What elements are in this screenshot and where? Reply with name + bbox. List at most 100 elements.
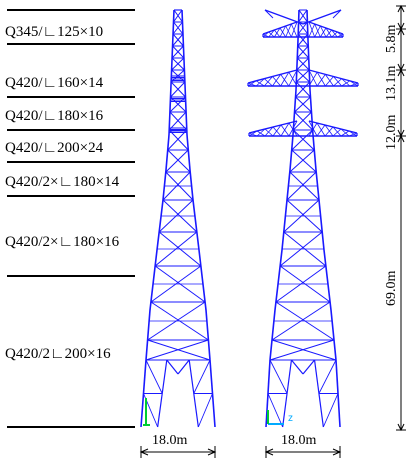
base-arch-right [302, 359, 316, 375]
secondary-brace [204, 301, 208, 322]
top-crossarm-web [319, 27, 327, 38]
side-base-width-label: 18.0m [281, 433, 317, 448]
top-crossarm-web [285, 23, 292, 38]
top-crossarm-web [325, 29, 332, 38]
diagonal-brace [172, 21, 183, 35]
diagonal-brace [298, 9, 308, 23]
middle-crossarm-web [333, 78, 342, 87]
width-dim-arrow [139, 448, 149, 456]
diagonal-brace [297, 33, 309, 47]
middle-crossarm-web [316, 74, 326, 87]
diagonal-brace [271, 339, 337, 361]
middle-crossarm-web [308, 71, 318, 87]
top-crossarm-web [279, 27, 287, 38]
peak-brace-right [332, 9, 342, 19]
secondary-brace [318, 199, 321, 217]
secondary-brace [164, 171, 167, 187]
middle-crossarm-web [272, 76, 281, 87]
top-crossarm-web [308, 23, 316, 38]
middle-crossarm-web [280, 71, 290, 87]
middle-crossarm-web [247, 80, 257, 87]
top-crossarm-web [285, 25, 292, 38]
diagonal-brace [292, 129, 315, 151]
peak-brace-left [264, 9, 274, 19]
secondary-brace [160, 199, 164, 217]
diagonal-brace [169, 111, 188, 131]
axis-label-z: z [288, 413, 293, 424]
diagonal-brace [295, 96, 312, 113]
peak-wire-right [302, 9, 342, 25]
top-crossarm-web [290, 23, 298, 38]
secondary-brace [192, 199, 196, 217]
secondary-brace [277, 265, 281, 285]
lower-crossarm-web [316, 122, 326, 137]
diagonal-brace [168, 111, 187, 131]
diagonal-brace [145, 339, 209, 361]
top-crossarm-web [273, 27, 281, 38]
top-crossarm-web [331, 31, 338, 38]
lower-crossarm-web [264, 128, 274, 137]
middle-crossarm-web [255, 78, 265, 87]
diagonal-brace [165, 149, 189, 173]
diagonal-brace [296, 57, 310, 71]
lower-crossarm-web [248, 130, 258, 137]
top-crossarm-web [331, 29, 338, 38]
diagonal-brace [167, 149, 191, 173]
diagonal-brace [173, 9, 183, 23]
section-label-1: Q345/∟125×10 [5, 24, 103, 40]
secondary-brace [156, 231, 160, 250]
diagonal-brace [172, 33, 184, 47]
middle-crossarm-web [341, 78, 351, 87]
middle-crossarm-web [333, 76, 342, 87]
lower-crossarm-web [256, 130, 266, 137]
lower-crossarm-web [324, 124, 334, 137]
secondary-brace [148, 301, 152, 322]
diagonal-brace [291, 129, 314, 151]
lower-crossarm-web [348, 130, 358, 137]
diagonal-brace [292, 111, 312, 131]
secondary-brace [152, 265, 156, 285]
middle-crossarm-web [247, 82, 257, 87]
base-brace [197, 393, 213, 428]
dimension-lines [139, 4, 406, 458]
height-label-top: 5.8m [384, 25, 399, 54]
base-brace [322, 393, 339, 428]
top-crossarm-web [262, 33, 269, 38]
height-label-middle: 12.0m [384, 115, 399, 151]
lower-crossarm-web [332, 128, 342, 137]
height-dim-arrow [397, 4, 405, 13]
lower-crossarm-web [308, 122, 318, 137]
diagonal-brace [297, 21, 308, 35]
top-crossarm-web [314, 25, 321, 38]
lower-crossarm-web [264, 126, 274, 137]
secondary-brace [273, 301, 277, 322]
section-dividers [7, 9, 135, 428]
base-arch-right [177, 359, 190, 375]
middle-crossarm-web [349, 82, 359, 87]
section-label-6: Q420/2×∟180×16 [5, 234, 120, 250]
peak-wire-left [264, 9, 304, 25]
middle-crossarm-web [341, 80, 351, 87]
lower-crossarm-web [308, 120, 318, 137]
top-crossarm-web [319, 25, 327, 38]
diagonal-brace [295, 81, 311, 98]
lower-crossarm-web [288, 122, 298, 137]
middle-crossarm-web [255, 80, 265, 87]
diagonal-brace [296, 45, 309, 59]
lower-crossarm-web [324, 126, 334, 137]
lower-crossarm-web [340, 128, 350, 137]
top-crossarm-web [268, 31, 275, 38]
middle-crossarm-web [272, 74, 281, 87]
base-brace [145, 359, 163, 394]
height-dim-arrow [397, 134, 405, 143]
base-brace [318, 359, 337, 394]
secondary-brace [321, 231, 325, 250]
secondary-brace [285, 199, 288, 217]
lower-crossarm-web [316, 124, 326, 137]
diagonal-brace [170, 81, 186, 98]
top-crossarm-web [279, 25, 287, 38]
diagonal-brace [294, 111, 314, 131]
base-brace [269, 359, 288, 394]
middle-crossarm-web [325, 74, 334, 87]
middle-crossarm-web [349, 80, 359, 87]
